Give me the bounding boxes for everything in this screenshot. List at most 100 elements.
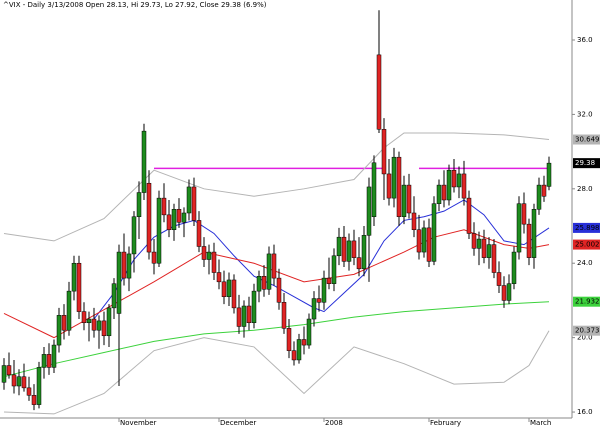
y-tick-label: 16.0 bbox=[577, 408, 593, 416]
candle-body bbox=[486, 244, 492, 258]
candle-body bbox=[446, 169, 452, 201]
value-label-box bbox=[573, 296, 600, 307]
candle-body bbox=[76, 262, 82, 312]
candle-body bbox=[191, 186, 197, 221]
candle-body bbox=[101, 320, 107, 337]
candle-body bbox=[261, 275, 267, 290]
candle-body bbox=[166, 214, 172, 230]
candle-body bbox=[246, 305, 252, 324]
candle-body bbox=[506, 283, 512, 301]
candle-body bbox=[71, 262, 77, 292]
candle-body bbox=[516, 203, 522, 253]
candle-body bbox=[536, 184, 542, 210]
candle-body bbox=[356, 257, 362, 270]
indicator-line bbox=[3, 330, 550, 415]
candle-body bbox=[176, 209, 182, 223]
value-label: 25.8989 bbox=[575, 224, 600, 232]
candle-body bbox=[306, 318, 312, 346]
candle-body bbox=[11, 374, 17, 387]
indicator-line bbox=[3, 132, 550, 242]
candle-body bbox=[26, 387, 32, 396]
candle-body bbox=[201, 246, 207, 260]
candle-body bbox=[31, 395, 37, 405]
indicator-line bbox=[3, 301, 550, 378]
candle-body bbox=[521, 203, 527, 225]
candle-body bbox=[436, 184, 442, 204]
candle-body bbox=[206, 251, 212, 260]
candle-body bbox=[396, 156, 402, 217]
candle-body bbox=[316, 298, 322, 303]
candle-body bbox=[526, 223, 532, 258]
candle-body bbox=[331, 255, 337, 284]
candle-body bbox=[56, 315, 62, 346]
candle-body bbox=[531, 209, 537, 258]
candle-body bbox=[231, 279, 237, 309]
candle-body bbox=[126, 253, 132, 279]
candle-body bbox=[146, 182, 152, 253]
candle-body bbox=[466, 197, 472, 234]
candle-body bbox=[241, 305, 247, 327]
candle-body bbox=[136, 192, 142, 217]
candle-body bbox=[541, 184, 547, 197]
candle-body bbox=[321, 277, 327, 303]
candle-body bbox=[51, 344, 57, 368]
candle-body bbox=[66, 290, 72, 331]
value-label-box bbox=[573, 325, 600, 336]
candle-body bbox=[141, 130, 147, 193]
x-tick-label: 2008 bbox=[325, 419, 343, 427]
candle-body bbox=[81, 311, 87, 324]
indicator-line bbox=[93, 199, 550, 320]
candle-body bbox=[346, 240, 352, 262]
candle-body bbox=[476, 238, 482, 249]
candle-body bbox=[236, 307, 242, 327]
candle-body bbox=[111, 283, 117, 309]
x-tick-label: February bbox=[430, 419, 461, 427]
y-tick-label: 24.0 bbox=[577, 259, 593, 267]
candle-body bbox=[471, 233, 477, 249]
candle-body bbox=[416, 229, 422, 253]
candle-body bbox=[391, 156, 397, 199]
candle-body bbox=[301, 339, 307, 346]
candle-body bbox=[156, 197, 162, 264]
x-tick-label: March bbox=[530, 419, 551, 427]
candle-body bbox=[181, 212, 187, 223]
candle-body bbox=[286, 328, 292, 351]
candle-body bbox=[441, 184, 447, 201]
candle-body bbox=[36, 367, 42, 405]
candle-body bbox=[16, 376, 22, 387]
value-label: 20.3735 bbox=[575, 327, 600, 335]
candle-body bbox=[401, 184, 407, 217]
value-label-box bbox=[573, 239, 600, 250]
candle-body bbox=[451, 169, 457, 188]
candle-body bbox=[291, 350, 297, 361]
candle-body bbox=[406, 184, 412, 214]
candle-body bbox=[371, 162, 377, 217]
value-label-box bbox=[573, 158, 600, 169]
candle-body bbox=[501, 285, 507, 301]
value-label: 25.0021 bbox=[575, 241, 600, 249]
candle-body bbox=[171, 209, 177, 230]
candle-body bbox=[461, 173, 467, 199]
value-label: 29.38 bbox=[575, 159, 595, 167]
candle-body bbox=[221, 281, 227, 297]
candle-body bbox=[386, 173, 392, 199]
candle-body bbox=[326, 277, 332, 284]
candle-body bbox=[266, 253, 272, 290]
value-label-box bbox=[573, 134, 600, 145]
y-tick-label: 20.0 bbox=[577, 334, 593, 342]
y-tick-label: 28.0 bbox=[577, 185, 593, 193]
candle-body bbox=[481, 238, 487, 258]
x-tick-label: November bbox=[120, 419, 157, 427]
candle-body bbox=[311, 298, 317, 320]
candle-body bbox=[411, 212, 417, 230]
candle-body bbox=[151, 251, 157, 264]
candle-body bbox=[41, 354, 47, 368]
candle-body bbox=[341, 236, 347, 262]
y-tick-label: 32.0 bbox=[577, 110, 593, 118]
candle-body bbox=[216, 272, 222, 283]
candle-body bbox=[431, 203, 437, 262]
candle-body bbox=[161, 197, 167, 216]
candle-body bbox=[211, 251, 217, 273]
candle-body bbox=[226, 279, 232, 297]
